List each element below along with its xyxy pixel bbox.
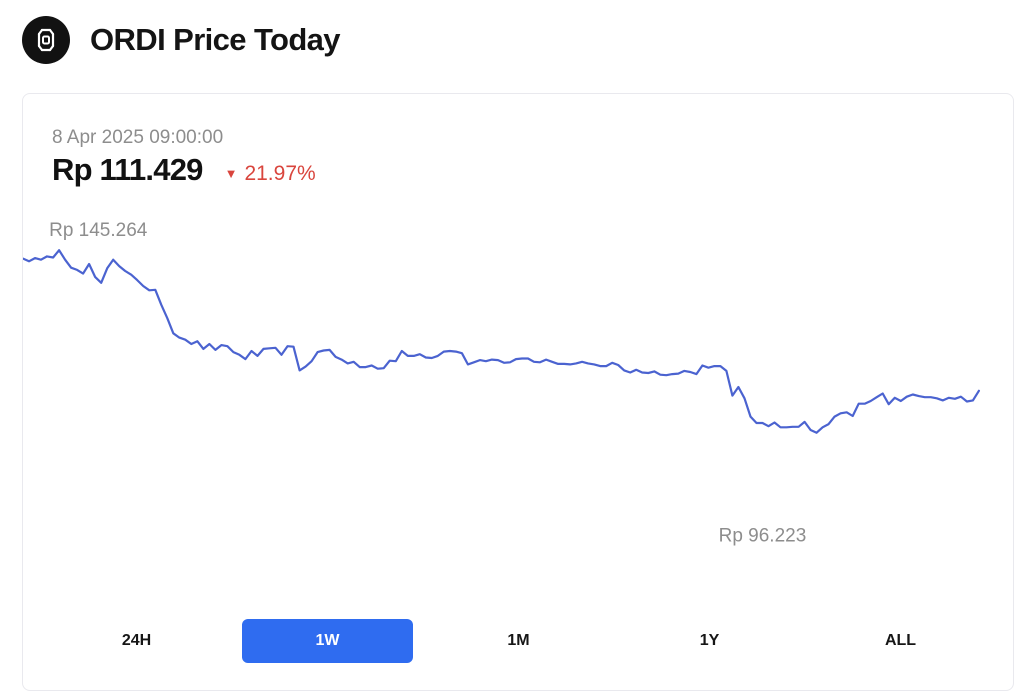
time-range-selector: 24H 1W 1M 1Y ALL (23, 619, 1015, 663)
range-button-1y[interactable]: 1Y (624, 619, 795, 663)
current-price: Rp 111.429 (52, 152, 203, 187)
price-chart-card: 8 Apr 2025 09:00:00 Rp 111.429 ▼ 21.97% … (22, 93, 1014, 691)
range-button-1w[interactable]: 1W (242, 619, 413, 663)
range-button-24h[interactable]: 24H (51, 619, 222, 663)
range-button-all[interactable]: ALL (815, 619, 986, 663)
max-price-label: Rp 145.264 (49, 220, 148, 241)
range-button-1m[interactable]: 1M (433, 619, 604, 663)
price-row: Rp 111.429 ▼ 21.97% (52, 152, 316, 188)
page-title: ORDI Price Today (90, 22, 341, 57)
price-timestamp: 8 Apr 2025 09:00:00 (52, 127, 224, 148)
price-change-value: 21.97% (244, 162, 316, 185)
ordi-logo-glyph (37, 28, 55, 52)
min-price-label: Rp 96.223 (719, 526, 807, 547)
ordi-logo-icon (22, 16, 70, 64)
price-series-line-0 (23, 249, 980, 434)
page-header: ORDI Price Today (22, 15, 341, 65)
triangle-down-icon: ▼ (224, 166, 238, 181)
price-change: ▼ 21.97% (225, 162, 316, 186)
price-line-chart[interactable]: Rp 145.264 Rp 96.223 (23, 94, 1015, 614)
